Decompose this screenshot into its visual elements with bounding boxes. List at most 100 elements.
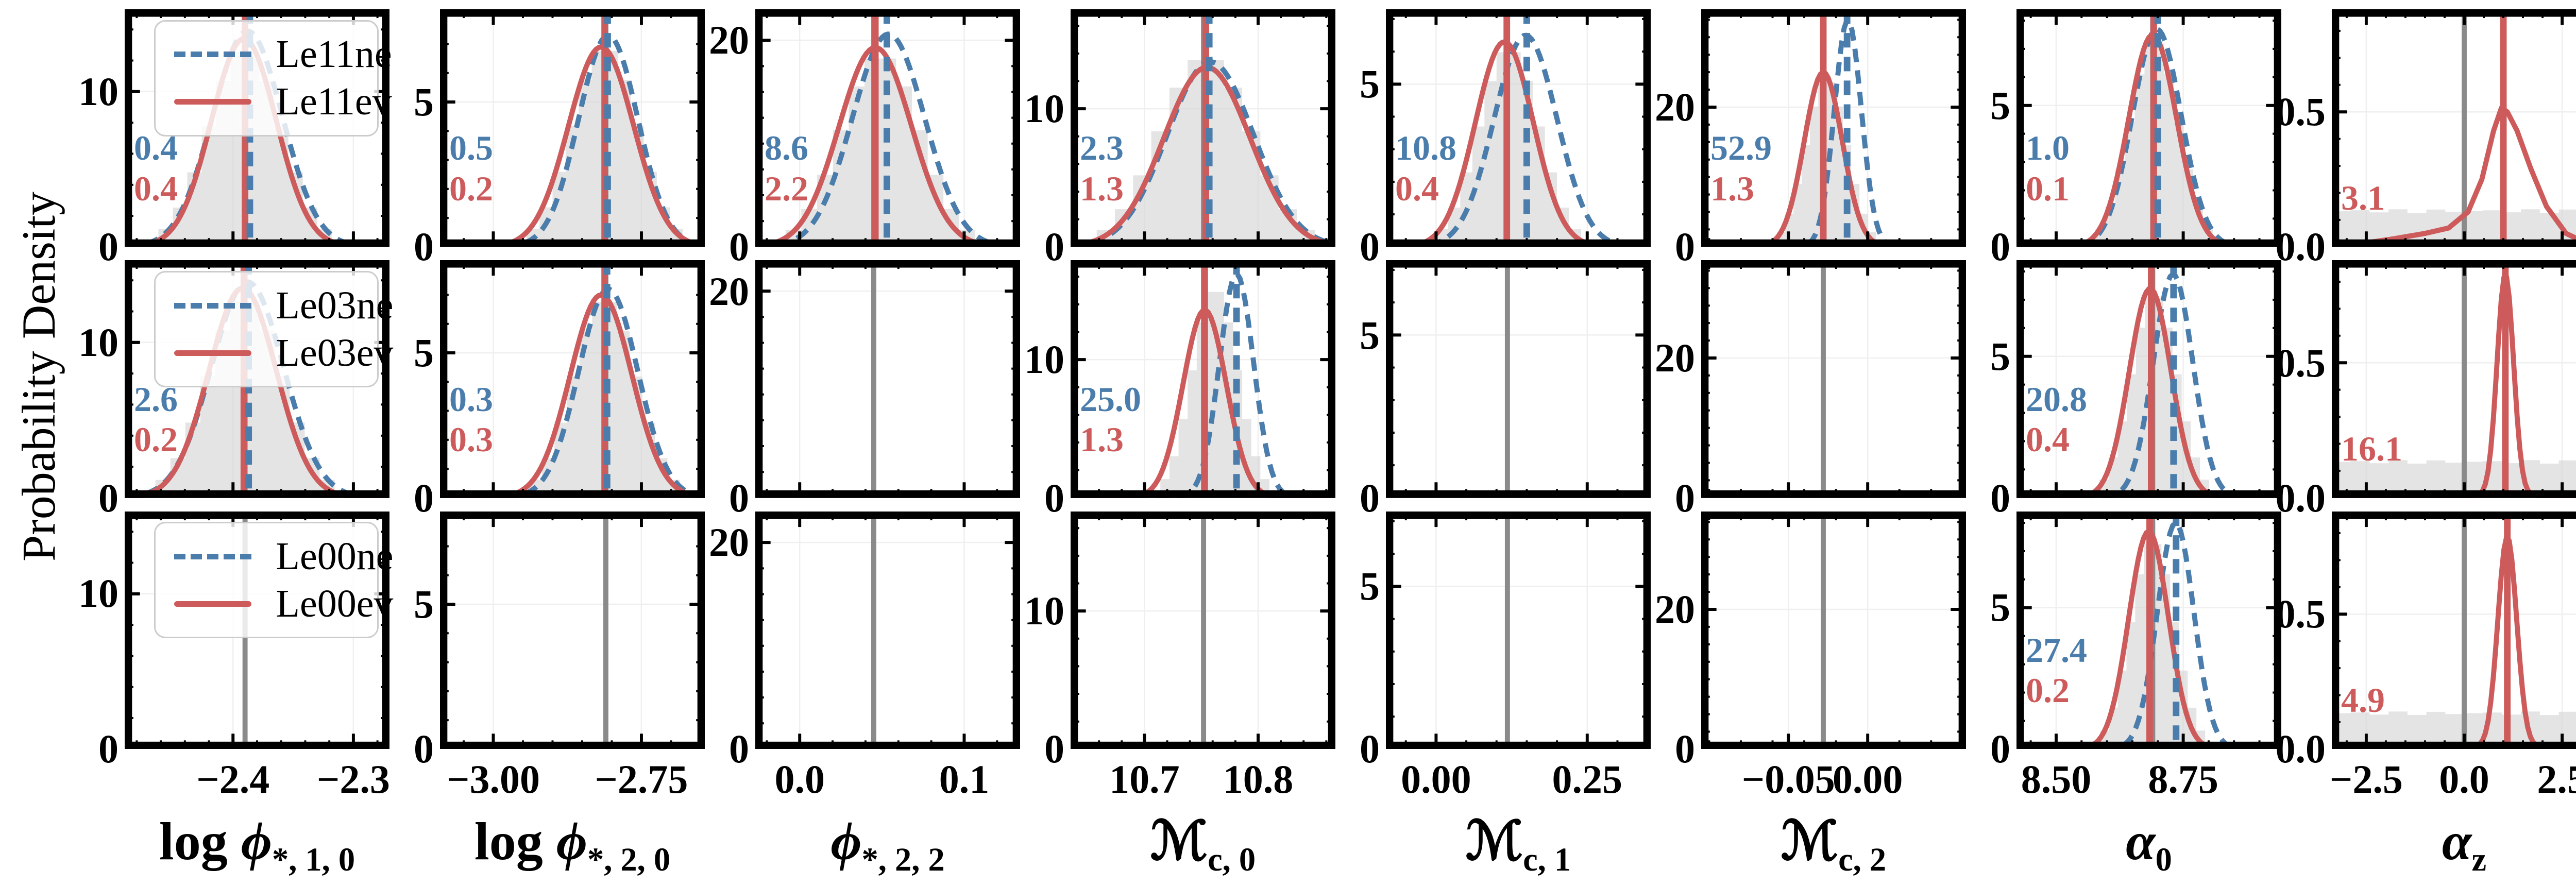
y-tick-label: 0 [98, 475, 118, 520]
cell-r2c2: 0 5 0.3 0.3 [393, 254, 708, 518]
x-tick-label: 8.50 [2021, 757, 2092, 802]
panel-border [2332, 9, 2576, 247]
panel-r3c1: 0 10 −2.4 −2.3 log ϕ*, 1, 0 Le00ne Le00ev [78, 511, 393, 876]
cell-r1c8: 0.0 0.5 3.1 [2276, 3, 2576, 267]
y-tick-label: 0 [1675, 224, 1695, 269]
panel-border [440, 260, 705, 498]
y-tick-label: 5 [414, 330, 434, 376]
legend-label: Le03ev [276, 331, 394, 374]
x-tick-label: −2.5 [2329, 757, 2403, 802]
panel-r3c7: 0 5 8.50 8.75 α0 27.4 0.2 [1990, 511, 2281, 876]
panel-border [755, 511, 1020, 749]
red-offset-annotation: 1.3 [1079, 420, 1124, 459]
x-tick-label: 0.00 [1832, 757, 1903, 802]
panel-r1c4: 0 10 2.3 1.3 [1024, 9, 1335, 267]
cell-r1c2: 0 5 0.5 0.2 [393, 3, 708, 267]
panel-r3c5: 0 5 0.00 0.25 ℳc, 1 [1360, 511, 1651, 876]
y-tick-label: 20 [1655, 586, 1695, 632]
panel-border [125, 9, 389, 247]
y-tick-label: 0 [1044, 726, 1064, 771]
panel-border [1071, 260, 1335, 498]
cell-r2c7: 0 5 20.8 0.4 [1969, 254, 2284, 518]
legend-row3: Le00ne Le00ev [154, 522, 393, 639]
panel-border [2016, 511, 2281, 749]
cell-r3c2: 0 5 −3.00 −2.75 log ϕ*, 2, 0 [393, 505, 708, 876]
panel-border [2332, 511, 2576, 749]
legend-entry: Le00ev [174, 582, 393, 626]
x-tick-label: 0.0 [774, 757, 825, 802]
cell-r2c1: 0 10 2.6 0.2 Le03ne Le03ev [77, 254, 393, 518]
y-tick-label: 0 [1044, 475, 1064, 520]
x-tick-label: −3.00 [447, 757, 540, 802]
y-tick-label: 0 [1360, 224, 1380, 269]
legend-label: Le00ev [276, 582, 394, 625]
cell-r2c3: 0 20 [708, 254, 1023, 518]
panel-r1c3: 0 20 8.6 2.2 [709, 9, 1020, 267]
y-tick-label: 0 [729, 224, 749, 269]
blue-offset-annotation: 25.0 [1079, 379, 1141, 419]
red-offset-annotation: 0.4 [2025, 420, 2070, 459]
y-tick-label: 20 [1655, 84, 1695, 129]
blue-offset-annotation: 1.0 [2025, 128, 2070, 168]
gridlines [758, 514, 1018, 746]
panel-canvas [2016, 9, 2281, 247]
gridlines [443, 514, 702, 746]
blue-offset-annotation: 0.3 [449, 379, 493, 419]
panel-canvas [1386, 511, 1651, 749]
legend-entry: Le03ne [174, 283, 393, 328]
red-offset-annotation: 1.3 [1079, 168, 1124, 208]
gridlines [1704, 514, 1963, 746]
cell-r3c5: 0 5 0.00 0.25 ℳc, 1 [1338, 505, 1654, 876]
parameter-label-col5: ℳc, 1 [1465, 812, 1571, 878]
panel-r3c2: 0 5 −3.00 −2.75 log ϕ*, 2, 0 [414, 511, 705, 876]
red-offset-annotation: 0.2 [133, 420, 178, 459]
panel-border [125, 511, 389, 749]
y-tick-label: 0 [729, 726, 749, 771]
y-tick-label: 0.5 [2275, 89, 2326, 134]
legend-row2: Le03ne Le03ev [154, 271, 393, 388]
panel-border [755, 260, 1020, 498]
red-offset-annotation: 16.1 [2341, 429, 2402, 469]
blue-offset-annotation: 0.5 [449, 128, 493, 168]
x-tick-label: −2.75 [595, 757, 688, 802]
panel-border [2016, 260, 2281, 498]
panel-border [440, 9, 705, 247]
y-tick-label: 20 [709, 519, 749, 565]
panel-canvas [2332, 511, 2576, 749]
y-tick-label: 0 [414, 475, 434, 520]
y-tick-label: 0 [98, 726, 118, 771]
cell-r3c8: 0.00.5−2.50.02.5αz4.9 [2276, 505, 2576, 876]
y-tick-label: 10 [78, 69, 118, 114]
parameter-label-col6: ℳc, 2 [1781, 812, 1887, 878]
y-tick-label: 0 [1675, 475, 1695, 520]
cell-r1c3: 0 20 8.6 2.2 [708, 3, 1023, 267]
panel-canvas [1701, 511, 1966, 749]
x-tick-label: −0.05 [1741, 757, 1835, 802]
legend-solid-line-sample [174, 350, 251, 356]
panel-border [1071, 511, 1335, 749]
cell-r1c4: 0 10 2.3 1.3 [1023, 3, 1338, 267]
y-tick-label: 20 [709, 18, 749, 63]
x-tick-label: 0.00 [1401, 757, 1471, 802]
panel-r3c6: 0 20 −0.05 0.00 ℳc, 2 [1655, 511, 1966, 876]
parameter-label-col7: α0 [2126, 812, 2172, 878]
panel-r2c4: 0 10 25.0 1.3 [1024, 260, 1335, 518]
axis-ticks [1386, 260, 1651, 498]
legend-row1: Le11ne Le11ev [154, 20, 392, 137]
panel-canvas [440, 260, 705, 498]
panel-r1c1: 0 10 0.4 0.4 Le11ne Le11ev [78, 9, 392, 267]
axis-ticks [755, 511, 1020, 749]
x-tick-label: 10.8 [1223, 757, 1294, 802]
blue-offset-annotation: 10.8 [1395, 128, 1456, 168]
panel-canvas [1386, 9, 1651, 247]
panel-grid: 0 10 0.4 0.4 Le11ne Le11ev 0 5 0.5 0.2 0 20 8.6 2.2 0 1… [77, 3, 2576, 876]
y-tick-label: 5 [1990, 585, 2010, 630]
panel-border [440, 511, 705, 749]
panel-canvas [755, 260, 1020, 498]
panel-canvas [1701, 9, 1966, 247]
y-tick-label: 0 [1990, 475, 2010, 520]
panel-border [1701, 9, 1966, 247]
legend-entry: Le11ev [174, 79, 392, 124]
panel-canvas [755, 9, 1020, 247]
